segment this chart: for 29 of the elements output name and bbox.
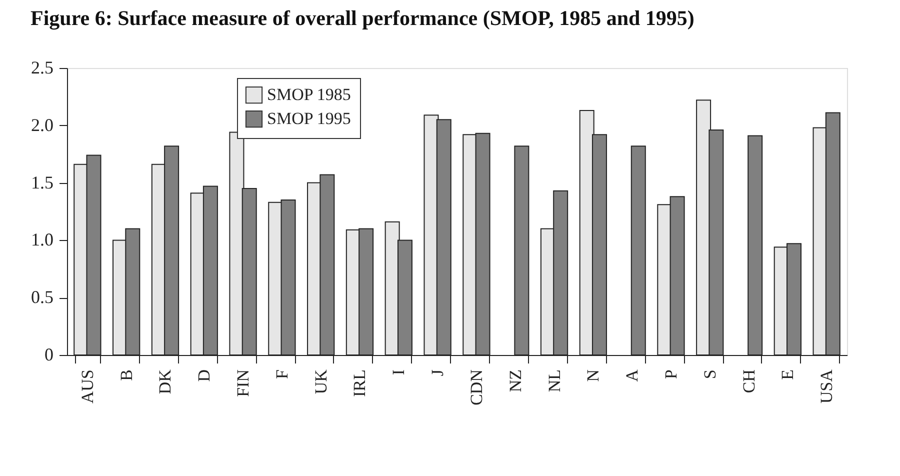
y-tick-label: 1.5 xyxy=(31,172,54,192)
x-tick-label: IRL xyxy=(350,370,370,397)
x-tick-label: USA xyxy=(817,368,836,404)
x-tick-label: CDN xyxy=(466,370,486,406)
legend-label: SMOP 1985 xyxy=(267,85,351,104)
x-tick-label: F xyxy=(272,370,292,379)
x-tick-label: CH xyxy=(739,370,758,394)
chart-title: Figure 6: Surface measure of overall performance (SMOP, 1985 and 1995) xyxy=(30,6,694,30)
y-tick-label: 2.5 xyxy=(31,58,54,78)
x-tick-label: J xyxy=(428,369,448,376)
x-tick-label: A xyxy=(622,368,642,382)
x-tick-label: DK xyxy=(156,368,175,394)
y-tick-label: 0 xyxy=(44,344,54,364)
x-tick-label: UK xyxy=(311,368,330,394)
x-tick-label: I xyxy=(389,369,408,376)
x-tick-label: E xyxy=(778,370,798,380)
legend-label: SMOP 1995 xyxy=(267,109,351,128)
y-tick-label: 2.0 xyxy=(31,114,54,135)
x-tick-label: N xyxy=(584,370,603,382)
x-tick-label: B xyxy=(116,370,136,381)
x-tick-label: NL xyxy=(544,370,564,392)
x-tick-label: AUS xyxy=(78,370,97,404)
x-tick-label: S xyxy=(700,370,720,379)
x-tick-label: D xyxy=(194,370,214,382)
y-tick-label: 1.0 xyxy=(31,230,54,250)
y-tick-label: 0.5 xyxy=(31,287,54,308)
x-tick-label: FIN xyxy=(234,370,253,397)
x-tick-label: P xyxy=(661,370,680,379)
x-tick-label: NZ xyxy=(506,370,525,392)
